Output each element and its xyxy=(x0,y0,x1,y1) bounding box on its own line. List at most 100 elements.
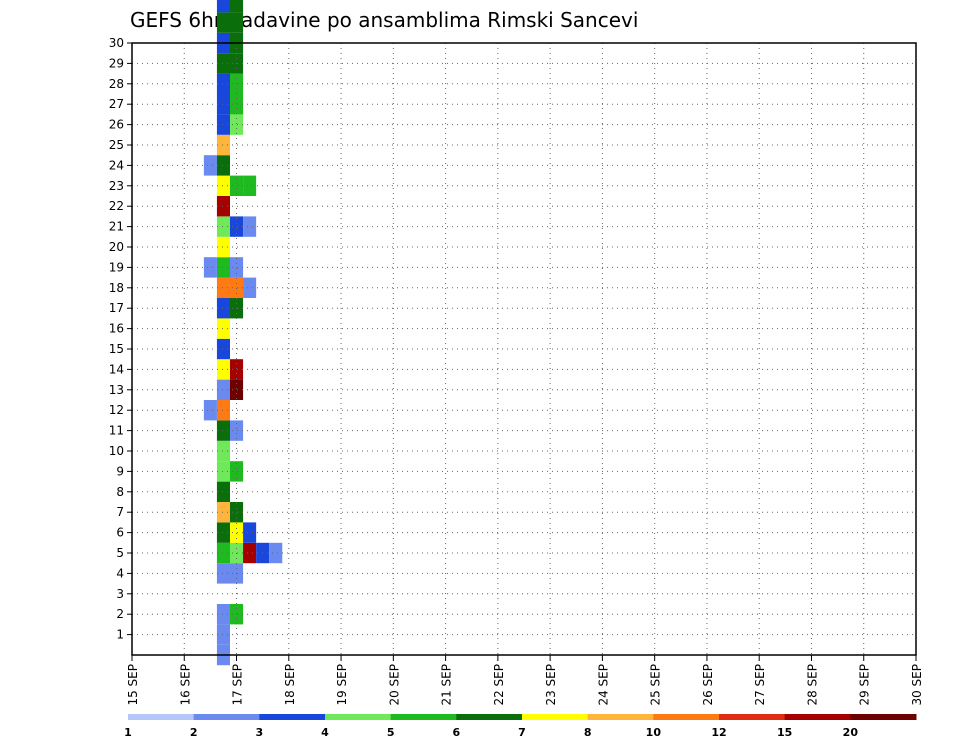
y-tick-label: 23 xyxy=(109,179,124,193)
x-tick-label: 20 SEP xyxy=(387,664,401,706)
heatmap-cell xyxy=(230,359,244,380)
heatmap-cell xyxy=(230,94,244,115)
legend-swatch xyxy=(719,714,786,720)
heatmap-cell xyxy=(230,0,244,13)
legend-label: 8 xyxy=(584,726,592,739)
x-tick-label: 15 SEP xyxy=(126,664,140,706)
legend-swatch xyxy=(587,714,654,720)
legend-swatch xyxy=(456,714,523,720)
color-legend: 1 2 3 4 5 6 7 8 10 12 15 20 xyxy=(124,714,917,739)
heatmap-cell xyxy=(216,236,230,258)
legend-swatch xyxy=(128,714,195,720)
heatmap-cell xyxy=(230,175,244,196)
x-axis: 15 SEP 16 SEP 17 SEP 18 SEP 19 SEP 20 SEP 21 S… xyxy=(126,655,924,706)
legend-label: 6 xyxy=(453,726,461,739)
y-tick-label: 14 xyxy=(109,362,124,376)
y-axis: 1234567891011121314151617181920212223242… xyxy=(109,36,132,642)
heatmap-cell xyxy=(216,400,230,421)
x-tick-label: 29 SEP xyxy=(858,664,872,706)
heatmap-cell xyxy=(216,502,230,523)
heatmap-cell xyxy=(230,257,244,278)
heatmap-cell xyxy=(230,522,244,543)
legend-label: 10 xyxy=(646,726,662,739)
heatmap-cell xyxy=(269,542,283,564)
heatmap-cell xyxy=(243,522,257,543)
y-tick-label: 9 xyxy=(116,464,124,478)
y-tick-label: 19 xyxy=(109,260,124,274)
y-tick-label: 8 xyxy=(116,485,124,499)
chart-title: GEFS 6hr padavine po ansamblima Rimski S… xyxy=(130,8,638,32)
legend-swatch xyxy=(325,714,392,720)
heatmap-cell xyxy=(216,461,230,482)
x-tick-label: 26 SEP xyxy=(701,664,715,706)
heatmap-cell xyxy=(216,175,230,196)
heatmap-cell xyxy=(216,94,230,115)
y-tick-label: 4 xyxy=(116,566,124,580)
heatmap-cell xyxy=(216,563,230,584)
legend-label: 7 xyxy=(518,726,526,739)
legend-label: 12 xyxy=(711,726,726,739)
y-tick-label: 22 xyxy=(109,199,124,213)
heatmap-cell xyxy=(216,440,230,462)
y-tick-label: 12 xyxy=(109,403,124,417)
heatmap-cell xyxy=(216,338,230,360)
x-tick-label: 18 SEP xyxy=(283,664,297,706)
y-tick-label: 5 xyxy=(116,546,124,560)
heatmap-cell xyxy=(243,175,257,196)
heatmap-cell xyxy=(216,134,230,156)
cell-layer xyxy=(203,0,283,666)
y-tick-label: 26 xyxy=(109,118,124,132)
y-tick-label: 21 xyxy=(109,220,124,234)
heatmap-cell xyxy=(216,114,230,135)
heatmap-cell xyxy=(230,12,244,33)
heatmap-cell xyxy=(216,196,230,217)
heatmap-cell xyxy=(230,604,244,625)
heatmap-cell xyxy=(216,155,230,176)
legend-label: 4 xyxy=(321,726,329,739)
heatmap-cell xyxy=(216,522,230,543)
heatmap-cell xyxy=(243,542,257,564)
heatmap-cell xyxy=(230,420,244,441)
legend-swatch xyxy=(850,714,917,720)
heatmap-cell xyxy=(230,216,244,237)
heatmap-cell xyxy=(216,542,230,564)
y-tick-label: 18 xyxy=(109,281,124,295)
x-tick-label: 30 SEP xyxy=(910,664,924,706)
y-tick-label: 7 xyxy=(116,505,124,519)
x-tick-label: 17 SEP xyxy=(231,664,245,706)
y-tick-label: 16 xyxy=(109,322,124,336)
y-tick-label: 30 xyxy=(109,36,124,50)
heatmap-cell xyxy=(230,379,244,400)
legend-label: 1 xyxy=(124,726,132,739)
x-tick-label: 22 SEP xyxy=(492,664,506,706)
y-tick-label: 25 xyxy=(109,138,124,152)
heatmap-cell xyxy=(230,461,244,482)
legend-swatch xyxy=(653,714,720,720)
legend-swatch xyxy=(390,714,457,720)
x-tick-label: 23 SEP xyxy=(544,664,558,706)
heatmap-cell xyxy=(243,216,257,237)
x-tick-label: 24 SEP xyxy=(596,664,610,706)
legend-swatch xyxy=(784,714,851,720)
x-tick-label: 19 SEP xyxy=(335,664,349,706)
heatmap-cell xyxy=(216,0,230,13)
heatmap-cell xyxy=(216,604,230,625)
legend-swatch xyxy=(259,714,326,720)
y-tick-label: 10 xyxy=(109,444,124,458)
heatmap-cell xyxy=(216,277,230,298)
legend-swatch xyxy=(193,714,260,720)
heatmap-cell xyxy=(216,318,230,339)
y-tick-label: 2 xyxy=(116,607,124,621)
legend-label: 2 xyxy=(190,726,198,739)
heatmap-cell xyxy=(216,420,230,441)
x-tick-label: 16 SEP xyxy=(178,664,192,706)
heatmap-cell xyxy=(230,277,244,298)
legend-label: 15 xyxy=(777,726,792,739)
heatmap-cell xyxy=(216,298,230,319)
heatmap-cell xyxy=(216,624,230,645)
legend-label: 5 xyxy=(387,726,395,739)
x-tick-label: 25 SEP xyxy=(649,664,663,706)
heatmap-cell xyxy=(230,502,244,523)
heatmap-cell xyxy=(216,359,230,380)
legend-swatch xyxy=(522,714,589,720)
